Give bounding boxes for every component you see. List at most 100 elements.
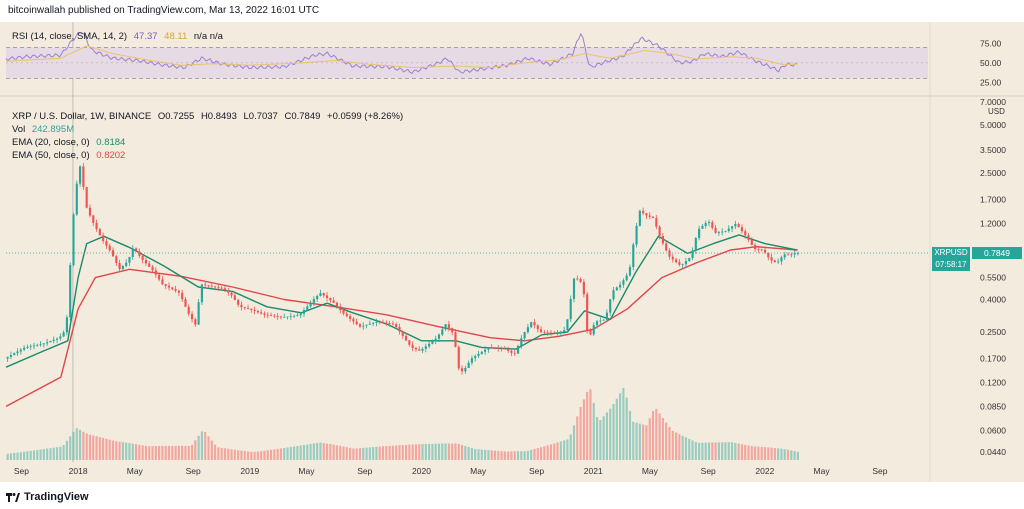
rsi-tick-label: 50.00 [980,58,1002,68]
candle-body [559,331,562,334]
candle-body [240,304,243,308]
volume-bar [243,451,246,460]
volume-bar [233,449,236,460]
ema20-label: EMA (20, close, 0) [12,137,90,148]
volume-bar [358,448,362,460]
price-tick-label: 2.5000 [980,168,1006,178]
candle-body [161,279,164,285]
candle-body [85,187,88,208]
low-value: L0.7037 [243,111,278,122]
tradingview-logo[interactable]: TradingView [6,488,89,506]
time-tick-label: May [298,466,315,476]
candle-body [497,348,500,349]
ema20-legend: EMA (20, close, 0) 0.8184 [12,137,125,148]
candle-body [401,331,404,336]
price-tick-label: 1.2000 [980,219,1006,229]
ema50-legend: EMA (50, close, 0) 0.8202 [12,150,125,161]
volume-bar [312,443,315,460]
volume-bar [375,446,378,460]
time-tick-label: Sep [186,466,201,476]
volume-bar [75,428,78,460]
candle-body [540,329,543,333]
candle-body [777,261,780,263]
volume-bar [405,444,408,460]
volume-bar [339,445,342,460]
volume-bar [131,443,134,460]
candle-body [464,367,467,372]
volume-bar [23,451,26,460]
candle-body [454,332,457,347]
volume-bar [355,448,358,460]
price-chart[interactable]: 75.00 50.00 25.00 7.0000 5.0000 3.5000 2.5000 1… [0,22,1024,482]
volume-bar [260,451,263,460]
candle-body [243,307,246,309]
volume-bar [52,447,55,460]
volume-bar [329,444,332,460]
volume-bar [477,449,480,460]
volume-bar [661,418,664,460]
candle-body [9,355,13,357]
volume-bar [628,410,632,460]
candle-body [533,322,536,326]
volume-bar [691,440,694,460]
candle-body [434,338,437,342]
candle-body [520,338,523,347]
volume-bar [418,444,421,460]
volume-bar [263,450,266,460]
candle-body [744,231,747,236]
volume-bar [484,449,487,460]
candle-body [523,332,526,339]
candle-body [329,297,332,301]
volume-bar [671,430,674,460]
volume-bar [675,432,678,460]
time-tick-label: 2019 [240,466,259,476]
volume-bar [128,443,131,460]
candle-body [451,328,454,333]
candle-body [763,249,767,253]
candle-body [698,228,701,239]
candle-body [322,293,325,296]
candle-body [484,349,487,352]
volume-bar [161,445,164,460]
volume-bar [490,450,493,460]
volume-bar [184,445,187,460]
candle-body [29,346,32,348]
last-price-badge: XRPUSD 07:58:17 [932,247,970,271]
volume-bar [200,431,203,460]
ema20-path [5,234,798,368]
price-tick-label: 3.5000 [980,145,1006,155]
candle-body [190,313,194,320]
candle-body [642,210,645,214]
candle-body [42,343,45,345]
volume-bar [372,447,375,460]
volume-bar [279,448,283,460]
volume-bar [102,437,105,460]
time-tick-label: 2020 [412,466,431,476]
volume-bar [92,435,95,460]
candle-body [98,229,101,236]
candle-body [780,257,783,262]
volume-bar [451,443,454,460]
volume-bar [13,452,16,460]
volume-bar [302,444,306,460]
candle-body [299,313,302,316]
candle-body [368,323,371,325]
candle-body [210,285,213,287]
volume-bar [740,444,744,460]
volume-bar [148,446,151,460]
candle-body [661,235,664,244]
volume-bar [767,447,770,460]
volume-bar [530,449,533,460]
volume-bar [500,451,503,460]
volume-bar [125,442,128,460]
candle-body [237,300,240,305]
volume-bar [342,446,345,460]
volume-bar [635,422,638,460]
candle-body [302,310,306,314]
candle-body [92,215,95,223]
volume-bar [138,444,141,460]
volume-bar [177,445,180,460]
candle-body [605,312,609,320]
volume-bar [642,424,645,460]
candle-body [589,330,592,335]
